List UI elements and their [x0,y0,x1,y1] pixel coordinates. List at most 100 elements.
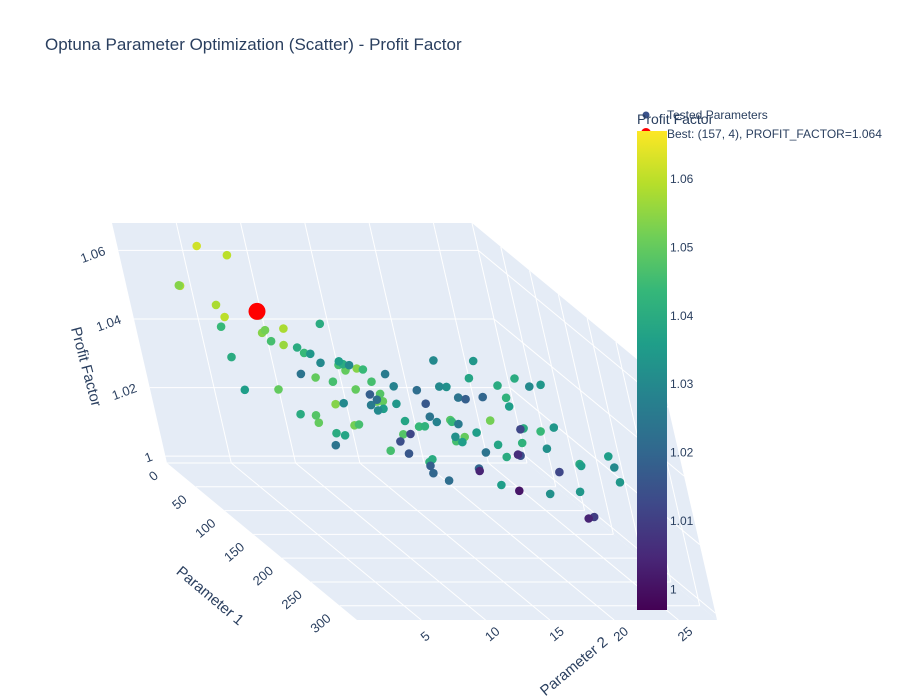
data-point[interactable] [404,449,414,458]
data-point[interactable] [542,444,552,454]
data-point[interactable] [536,427,545,436]
data-point[interactable] [447,417,457,427]
data-point[interactable] [435,382,444,391]
data-point[interactable] [296,369,306,379]
data-point[interactable] [426,461,435,471]
data-point[interactable] [358,365,368,374]
data-point[interactable] [331,440,341,450]
data-point[interactable] [306,349,315,359]
data-point[interactable] [428,455,437,464]
data-point[interactable] [478,392,488,402]
data-point[interactable] [279,340,288,350]
data-point[interactable] [351,385,361,394]
data-point[interactable] [501,393,511,403]
data-point[interactable] [314,418,324,428]
data-point[interactable] [392,399,401,409]
data-point[interactable] [334,357,344,366]
data-point[interactable] [420,422,430,431]
data-point[interactable] [311,373,320,382]
legend-label-tested[interactable]: Tested Parameters [667,108,768,122]
data-point[interactable] [458,437,467,447]
data-point[interactable] [493,381,502,390]
data-point[interactable] [216,322,226,332]
data-point[interactable] [610,463,619,472]
legend-label-best[interactable]: Best: (157, 4), PROFIT_FACTOR=1.064 [667,127,882,141]
data-point[interactable] [340,431,350,440]
data-point[interactable] [331,399,340,409]
data-point[interactable] [192,241,201,251]
data-point[interactable] [451,432,460,442]
data-point[interactable] [442,382,451,392]
data-point[interactable] [545,489,555,499]
data-point[interactable] [576,461,586,471]
data-point[interactable] [432,417,442,427]
data-point[interactable] [525,382,534,391]
data-point[interactable] [311,411,321,420]
data-point[interactable] [461,394,470,404]
data-point[interactable] [504,402,514,411]
data-point[interactable] [292,343,302,352]
best-point[interactable] [248,302,266,320]
data-point[interactable] [366,400,376,410]
data-point[interactable] [515,486,524,496]
data-point[interactable] [365,390,375,399]
data-point[interactable] [220,312,229,322]
data-point[interactable] [373,406,383,415]
data-point[interactable] [400,416,410,426]
data-point[interactable] [475,466,485,476]
data-point[interactable] [615,478,625,487]
data-point[interactable] [575,487,585,497]
data-point[interactable] [584,514,593,523]
data-point[interactable] [485,416,495,425]
data-point[interactable] [316,358,325,368]
data-point[interactable] [429,356,438,365]
data-point[interactable] [604,452,613,461]
data-point[interactable] [481,448,491,457]
data-point[interactable] [453,393,463,402]
data-point[interactable] [516,425,525,434]
data-point[interactable] [536,380,545,390]
data-point[interactable] [274,385,283,394]
data-point[interactable] [549,423,559,432]
data-point[interactable] [372,395,382,405]
data-point[interactable] [296,409,305,419]
data-point[interactable] [174,281,184,290]
legend[interactable]: Tested Parameters Best: (157, 4), PROFIT… [641,108,882,141]
data-point[interactable] [406,429,415,439]
data-point[interactable] [386,446,396,456]
data-point[interactable] [444,476,454,485]
data-point[interactable] [464,373,474,383]
data-point[interactable] [344,360,354,370]
data-point[interactable] [260,325,270,335]
data-point[interactable] [328,377,338,387]
data-point[interactable] [339,398,349,408]
data-point[interactable] [227,352,236,362]
data-point[interactable] [240,385,250,395]
data-point[interactable] [472,428,481,437]
data-point[interactable] [555,467,564,477]
data-point[interactable] [412,385,422,395]
data-point[interactable] [380,369,390,379]
data-point[interactable] [354,420,364,429]
data-point[interactable] [493,440,503,450]
data-point[interactable] [315,319,325,329]
data-point[interactable] [266,336,276,346]
data-point[interactable] [211,300,221,310]
data-point[interactable] [222,250,232,260]
data-point[interactable] [396,437,405,446]
data-point[interactable] [497,480,506,490]
data-point[interactable] [513,450,523,459]
data-point[interactable] [389,382,399,391]
data-point[interactable] [279,324,288,333]
data-point[interactable] [517,438,527,448]
data-point[interactable] [429,468,438,478]
data-point[interactable] [454,419,463,429]
data-point[interactable] [367,377,376,387]
data-point[interactable] [399,430,408,439]
data-point[interactable] [510,374,519,383]
data-point[interactable] [332,428,341,438]
data-point[interactable] [421,399,431,409]
data-point[interactable] [468,356,478,366]
data-point[interactable] [502,452,512,462]
